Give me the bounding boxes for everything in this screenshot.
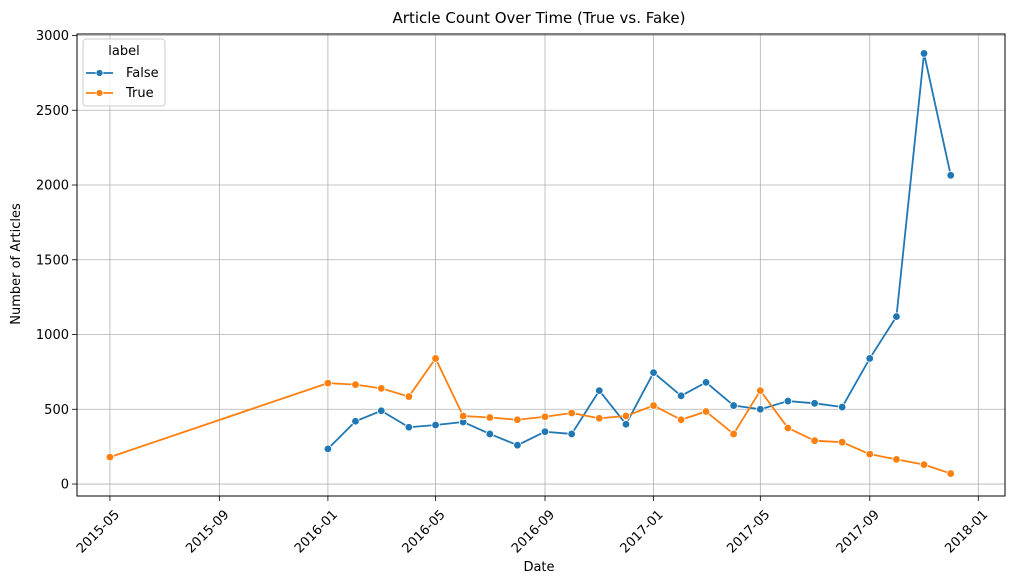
data-point-false bbox=[810, 399, 819, 408]
y-tick-label: 3000 bbox=[36, 29, 69, 44]
data-point-true bbox=[567, 408, 576, 418]
data-point-true bbox=[351, 380, 360, 389]
legend-entry-false: False bbox=[126, 66, 159, 81]
data-point-false bbox=[649, 368, 658, 377]
y-axis-ticks: 0 500 1000 1500 2000 2500 3000 bbox=[36, 29, 77, 493]
data-point-true bbox=[540, 412, 550, 421]
data-point-true bbox=[729, 429, 738, 439]
data-point-false bbox=[756, 405, 765, 414]
data-point-false bbox=[729, 401, 738, 410]
data-point-false bbox=[919, 49, 929, 58]
data-point-true bbox=[431, 354, 440, 363]
data-point-false bbox=[513, 440, 522, 450]
series-layer bbox=[105, 49, 955, 478]
data-point-true bbox=[485, 413, 495, 422]
y-tick-label: 1500 bbox=[36, 253, 69, 268]
y-tick-label: 2000 bbox=[36, 179, 69, 194]
y-axis-label: Number of Articles bbox=[9, 203, 24, 325]
legend-entry-true: True bbox=[125, 86, 154, 101]
x-axis-label: Date bbox=[523, 560, 554, 575]
data-point-false bbox=[351, 417, 360, 426]
data-point-false bbox=[865, 354, 874, 363]
data-point-false bbox=[377, 406, 386, 415]
data-point-true bbox=[676, 415, 686, 424]
data-point-true bbox=[105, 452, 115, 462]
data-point-false bbox=[783, 396, 793, 406]
data-point-true bbox=[595, 414, 604, 423]
data-point-false bbox=[701, 378, 711, 387]
legend-marker-false bbox=[95, 69, 104, 77]
data-point-false bbox=[485, 429, 495, 439]
data-point-true bbox=[323, 378, 333, 388]
plot-area-frame bbox=[76, 33, 1006, 497]
data-point-false bbox=[676, 391, 686, 401]
data-point-false bbox=[323, 444, 333, 454]
data-point-true bbox=[865, 449, 874, 459]
data-point-false bbox=[837, 402, 847, 412]
data-point-true bbox=[458, 411, 468, 421]
y-tick-label: 1000 bbox=[36, 328, 69, 343]
data-point-true bbox=[701, 407, 711, 416]
legend-marker-true bbox=[95, 89, 104, 97]
y-tick-label: 0 bbox=[61, 478, 69, 493]
data-point-false bbox=[621, 420, 631, 429]
data-point-true bbox=[892, 455, 901, 464]
y-tick-label: 500 bbox=[44, 403, 69, 418]
legend-title: label bbox=[108, 44, 139, 59]
data-point-false bbox=[431, 420, 440, 430]
data-point-true bbox=[377, 384, 386, 393]
series-line-false bbox=[327, 52, 952, 450]
data-point-false bbox=[567, 429, 576, 439]
data-point-true bbox=[404, 392, 414, 401]
data-point-false bbox=[946, 171, 955, 180]
data-point-false bbox=[892, 312, 901, 321]
data-point-false bbox=[595, 386, 604, 395]
data-point-true bbox=[756, 386, 765, 395]
data-point-false bbox=[404, 423, 414, 432]
data-point-true bbox=[919, 460, 929, 469]
legend: label False True bbox=[82, 38, 166, 107]
series-true bbox=[105, 354, 955, 478]
series-false bbox=[323, 49, 955, 454]
data-point-true bbox=[621, 411, 631, 421]
y-tick-label: 2500 bbox=[36, 104, 69, 119]
legend-frame bbox=[82, 38, 166, 107]
data-point-true bbox=[649, 401, 658, 410]
data-point-true bbox=[783, 423, 793, 433]
data-point-true bbox=[810, 436, 819, 445]
data-point-true bbox=[513, 415, 522, 424]
grid-lines bbox=[77, 34, 1005, 496]
data-point-false bbox=[540, 427, 550, 436]
data-point-true bbox=[837, 437, 847, 447]
chart-title: Article Count Over Time (True vs. Fake) bbox=[393, 9, 686, 27]
data-point-true bbox=[946, 469, 955, 478]
